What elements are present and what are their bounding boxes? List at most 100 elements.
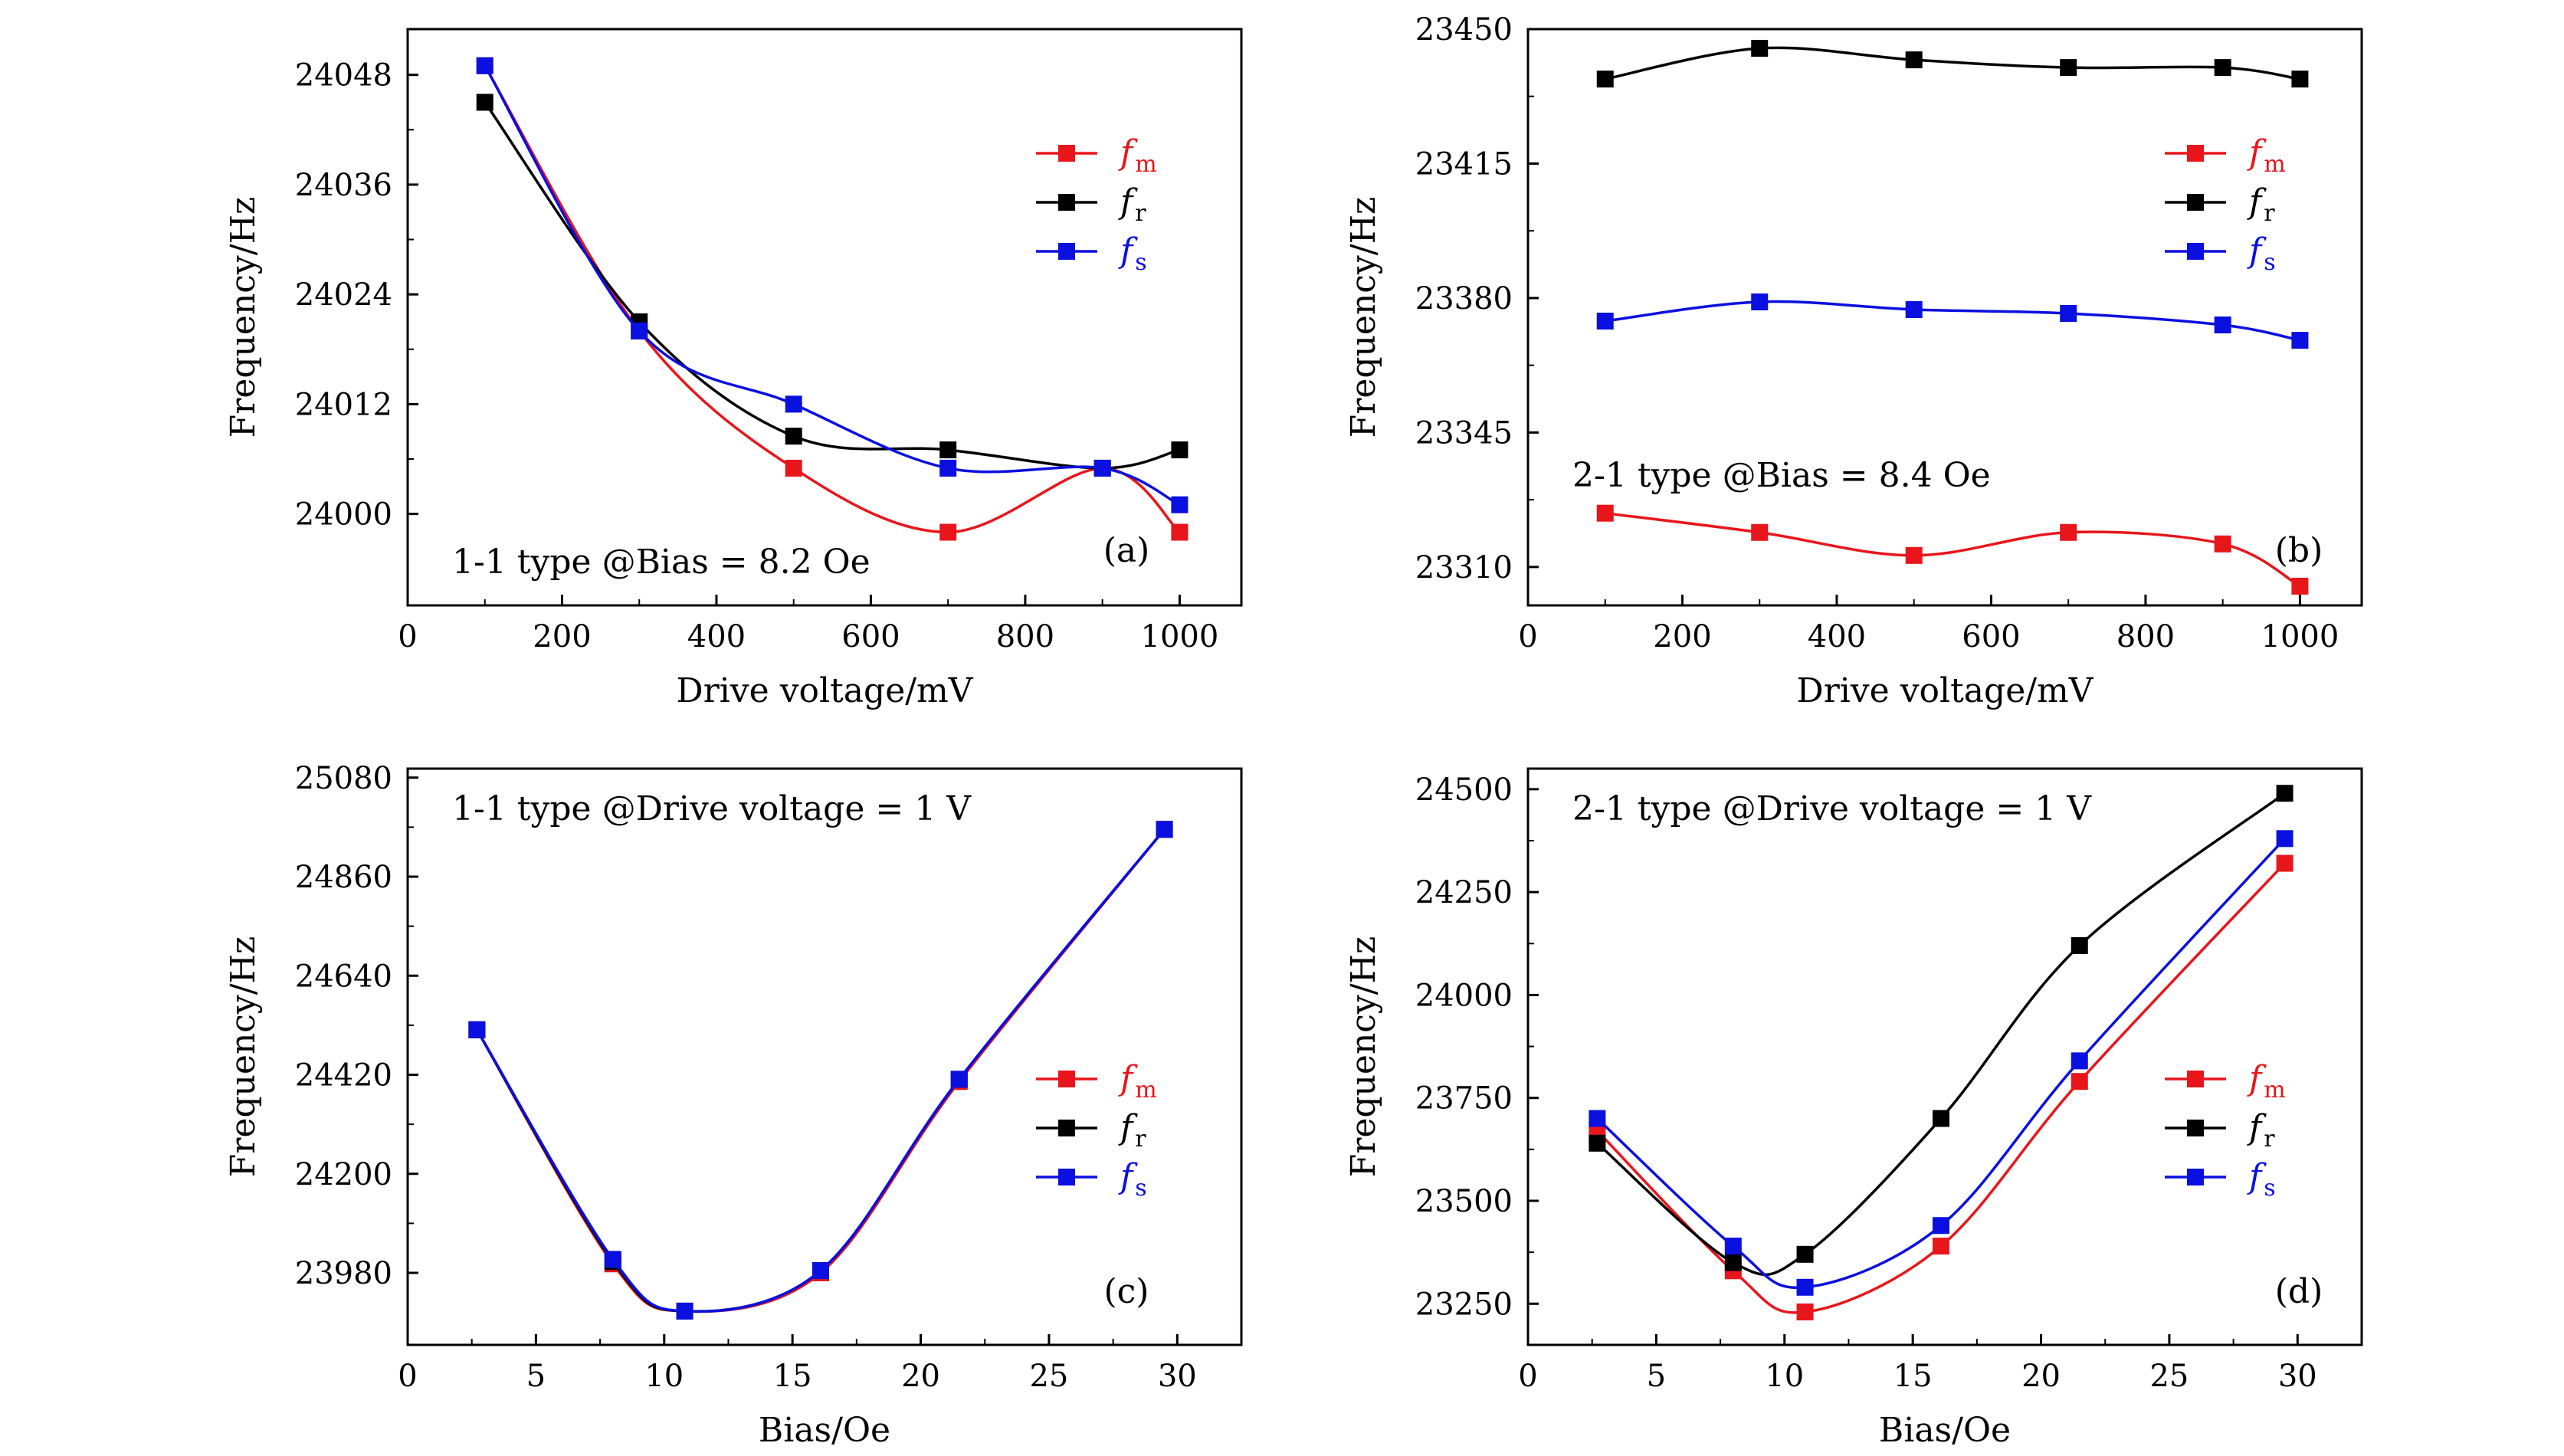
x-axis-label-a: Drive voltage/mV (676, 671, 973, 710)
data-point-d-fr-0 (1589, 1134, 1606, 1152)
data-point-d-fm-5 (2276, 854, 2294, 872)
x-axis-label-b: Drive voltage/mV (1796, 671, 2093, 710)
y-tick-label-d-0: 23250 (1415, 1287, 1513, 1322)
data-point-a-fr-3 (939, 441, 957, 459)
data-point-b-fm-5 (2291, 577, 2309, 595)
legend-marker-a-fr (1058, 194, 1075, 211)
x-tick-label-c-2: 10 (644, 1359, 684, 1394)
legend-marker-b-fs (2187, 243, 2204, 260)
data-point-d-fm-4 (2071, 1073, 2088, 1090)
data-point-b-fr-1 (1751, 40, 1769, 57)
x-tick-label-d-2: 10 (1765, 1359, 1804, 1394)
legend-marker-d-fs (2187, 1169, 2204, 1185)
x-tick-label-b-3: 600 (1962, 619, 2020, 654)
data-point-b-fs-0 (1596, 313, 1614, 330)
data-point-a-fr-5 (1171, 441, 1189, 459)
data-point-a-fr-0 (476, 93, 493, 111)
y-axis-label-c: Frequency/Hz (224, 936, 263, 1177)
x-tick-label-a-4: 800 (996, 619, 1054, 654)
y-tick-label-b-2: 23380 (1415, 281, 1513, 316)
y-tick-label-d-3: 24000 (1415, 978, 1513, 1013)
data-point-d-fr-2 (1796, 1245, 1814, 1263)
data-point-d-fs-1 (1724, 1238, 1742, 1255)
y-tick-label-a-0: 24000 (295, 497, 392, 533)
x-tick-label-c-6: 30 (1158, 1359, 1197, 1394)
x-tick-label-b-5: 1000 (2261, 619, 2339, 654)
x-tick-label-a-3: 600 (841, 619, 900, 654)
panel-d: 0 5 10 15 20 25 30 23250 23500 23750 24000 24250 245… (1344, 767, 2363, 1450)
series-line-a-fs (484, 64, 1181, 507)
y-tick-label-a-4: 24048 (295, 58, 392, 93)
data-point-a-fs-5 (1171, 496, 1189, 513)
data-point-c-fs-1 (604, 1251, 621, 1268)
data-point-d-fm-3 (1932, 1238, 1949, 1255)
data-point-c-fs-0 (468, 1021, 486, 1038)
data-point-d-fs-2 (1796, 1278, 1814, 1296)
y-tick-label-c-1: 24200 (295, 1157, 392, 1192)
data-point-a-fm-5 (1171, 523, 1189, 541)
x-tick-label-a-2: 400 (687, 619, 746, 654)
data-point-d-fs-4 (2071, 1052, 2088, 1070)
x-tick-label-c-4: 20 (901, 1359, 940, 1394)
data-point-d-fr-3 (1932, 1110, 1949, 1127)
series-line-b-fs (1605, 300, 2300, 342)
data-point-d-fr-4 (2071, 936, 2088, 954)
data-point-c-fs-2 (676, 1302, 693, 1320)
annotation-c: 1-1 type @Drive voltage = 1 V (452, 789, 972, 828)
series-line-d-fm (1596, 862, 2286, 1314)
data-point-b-fs-3 (2060, 304, 2077, 322)
y-axis-label-a: Frequency/Hz (224, 197, 263, 438)
data-point-b-fs-2 (1905, 300, 1923, 318)
y-tick-label-d-4: 24250 (1415, 875, 1513, 910)
y-tick-label-a-2: 24024 (295, 277, 392, 313)
y-tick-label-c-4: 24860 (295, 860, 392, 895)
annotation-a: 1-1 type @Bias = 8.2 Oe (452, 543, 871, 582)
x-tick-label-d-5: 25 (2149, 1359, 2189, 1394)
y-tick-label-c-3: 24640 (295, 959, 392, 994)
legend-marker-c-fs (1058, 1169, 1075, 1185)
annotation-d: 2-1 type @Drive voltage = 1 V (1572, 789, 2092, 828)
series-line-d-fs (1596, 838, 2286, 1290)
y-tick-label-a-3: 24036 (295, 168, 392, 203)
data-point-b-fm-4 (2214, 535, 2231, 553)
x-axis-label-d: Bias/Oe (1879, 1411, 2011, 1450)
series-line-b-fr (1605, 46, 2300, 80)
legend-marker-d-fm (2187, 1071, 2204, 1087)
x-axis-label-c: Bias/Oe (759, 1411, 890, 1450)
x-tick-label-c-3: 15 (773, 1359, 812, 1394)
data-point-a-fs-2 (785, 395, 802, 413)
plot-frame-b (1526, 28, 2363, 607)
y-tick-label-d-2: 23750 (1415, 1081, 1513, 1117)
data-point-b-fr-3 (2060, 59, 2077, 77)
y-axis-label-b: Frequency/Hz (1344, 197, 1383, 438)
legend-marker-a-fs (1058, 243, 1075, 260)
data-point-b-fs-5 (2291, 332, 2309, 349)
x-tick-label-b-0: 0 (1518, 619, 1537, 654)
x-tick-label-a-5: 1000 (1141, 619, 1219, 654)
data-point-a-fs-4 (1093, 459, 1111, 477)
y-tick-label-b-0: 23310 (1415, 550, 1513, 585)
data-point-d-fs-5 (2276, 830, 2294, 848)
data-point-b-fr-2 (1905, 51, 1923, 69)
data-point-d-fr-5 (2276, 785, 2294, 802)
panel-b: 0 200 400 600 800 1000 23310 23345 23380 23415 234… (1344, 12, 2363, 710)
series-line-d-fr (1596, 792, 2286, 1277)
data-point-b-fr-5 (2291, 71, 2309, 88)
y-tick-label-d-5: 24500 (1415, 772, 1513, 808)
legend-marker-d-fr (2187, 1120, 2204, 1136)
series-line-a-fm (484, 64, 1181, 534)
data-point-b-fr-4 (2214, 59, 2231, 77)
x-tick-label-d-0: 0 (1518, 1359, 1537, 1394)
x-tick-label-a-0: 0 (398, 619, 417, 654)
y-axis-label-d: Frequency/Hz (1344, 936, 1383, 1177)
data-point-a-fm-3 (939, 523, 957, 541)
data-point-a-fm-2 (785, 459, 802, 477)
